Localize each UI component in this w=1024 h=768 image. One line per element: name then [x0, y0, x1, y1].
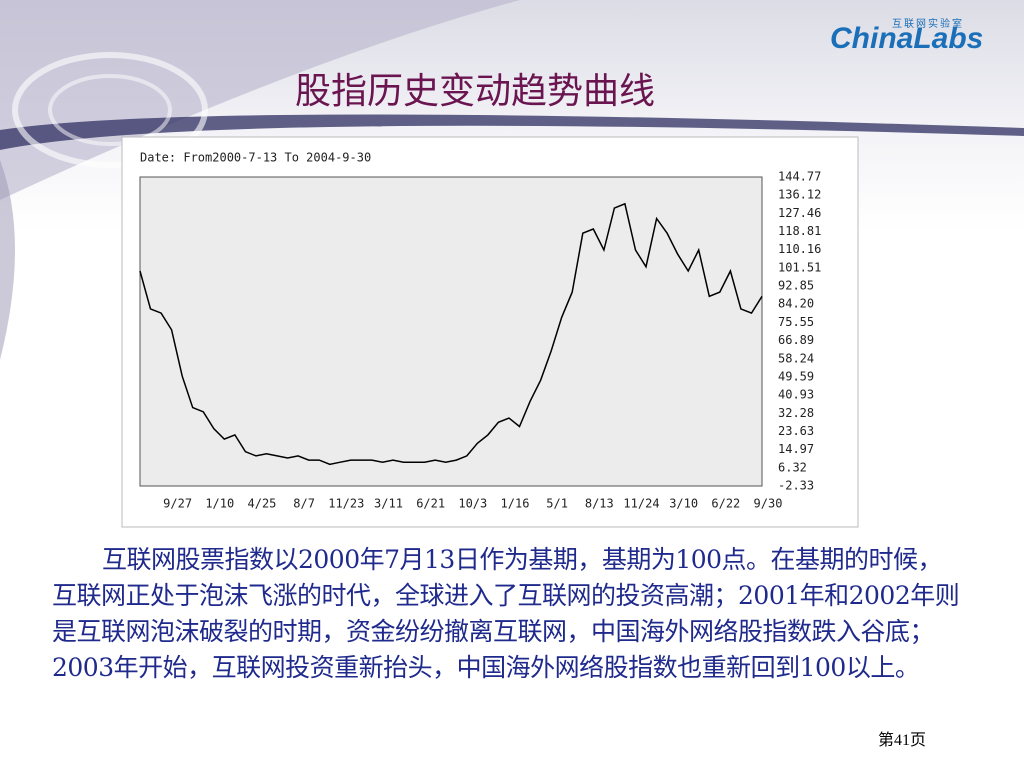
index-line	[139, 202, 763, 466]
y-tick-label: 101.51	[778, 260, 821, 274]
x-tick-label: 8/7	[293, 497, 315, 511]
plot-area	[139, 176, 763, 487]
y-tick-label: 75.55	[778, 315, 814, 329]
y-tick-label: 58.24	[778, 351, 814, 365]
x-tick-label: 9/27	[163, 497, 192, 511]
chart-subtitle: Date: From2000-7-13 To 2004-9-30	[140, 151, 371, 165]
x-tick-label: 3/11	[374, 497, 403, 511]
logo-caption: 互联网实验室	[892, 19, 964, 30]
x-tick-label: 10/3	[458, 497, 487, 511]
page-number: 第41页	[878, 732, 927, 749]
y-tick-label: -2.33	[778, 479, 814, 493]
y-tick-label: 110.16	[778, 242, 821, 256]
y-tick-label: 40.93	[778, 388, 814, 402]
y-tick-label: 66.89	[778, 333, 814, 347]
y-tick-label: 14.97	[778, 442, 814, 456]
slide-title: 股指历史变动趋势曲线	[294, 71, 655, 112]
x-tick-label: 8/13	[585, 497, 614, 511]
y-tick-label: 92.85	[778, 279, 814, 293]
x-tick-label: 3/10	[669, 497, 698, 511]
x-tick-label: 6/22	[711, 497, 740, 511]
x-tick-label: 11/24	[623, 497, 659, 511]
y-tick-label: 118.81	[778, 224, 821, 238]
y-tick-label: 49.59	[778, 369, 814, 383]
y-tick-label: 32.28	[778, 406, 814, 420]
y-tick-label: 136.12	[778, 188, 821, 202]
logo: ChinaLabs	[830, 22, 984, 55]
x-tick-label: 4/25	[248, 497, 277, 511]
x-tick-label: 9/30	[754, 497, 783, 511]
y-tick-label: 144.77	[778, 170, 821, 184]
x-tick-label: 5/1	[546, 497, 568, 511]
x-tick-label: 11/23	[328, 497, 364, 511]
x-tick-label: 1/10	[205, 497, 234, 511]
y-tick-label: 127.46	[778, 206, 821, 220]
y-tick-label: 23.63	[778, 424, 814, 438]
y-tick-label: 84.20	[778, 297, 814, 311]
y-tick-label: 6.32	[778, 460, 807, 474]
body-text: 互联网股票指数以2000年7月13日作为基期，基期为100点。在基期的时候，互联…	[52, 545, 960, 682]
x-tick-label: 1/16	[501, 497, 530, 511]
x-tick-label: 6/21	[416, 497, 445, 511]
